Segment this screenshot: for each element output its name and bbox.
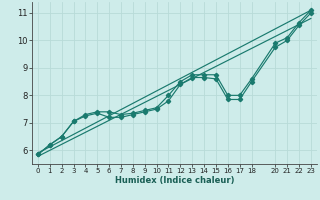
X-axis label: Humidex (Indice chaleur): Humidex (Indice chaleur) [115, 176, 234, 185]
